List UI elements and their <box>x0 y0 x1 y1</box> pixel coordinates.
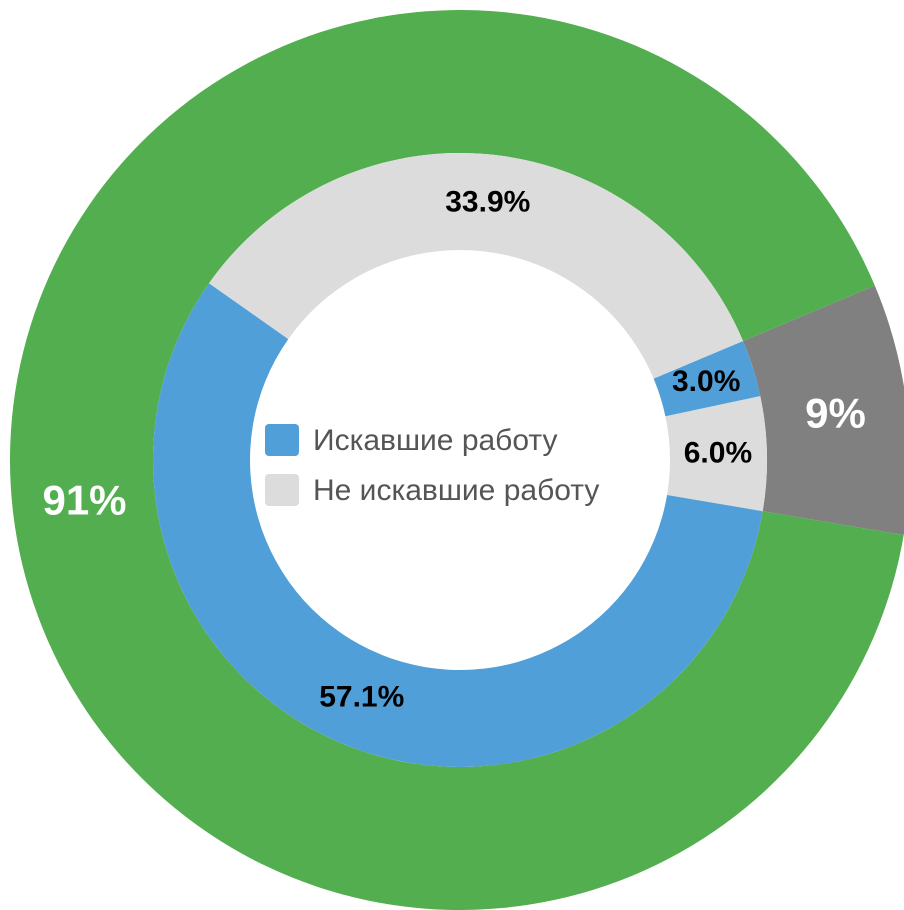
data-label: 57.1% <box>319 680 404 713</box>
donut-segment <box>153 283 763 767</box>
legend-label: Не искавшие работу <box>313 474 599 507</box>
data-label: 9% <box>805 390 866 437</box>
donut-segment <box>653 341 761 417</box>
data-label: 91% <box>42 477 126 524</box>
legend-swatch <box>265 424 299 456</box>
legend-label: Искавшие работу <box>313 424 557 457</box>
donut-segment <box>743 285 904 536</box>
donut-segment <box>665 396 767 512</box>
legend-swatch <box>265 474 299 506</box>
data-label: 3.0% <box>672 365 740 398</box>
data-label: 33.9% <box>445 185 530 218</box>
donut-segment <box>10 10 904 910</box>
data-label: 6.0% <box>684 437 752 470</box>
donut-segment <box>209 152 744 379</box>
